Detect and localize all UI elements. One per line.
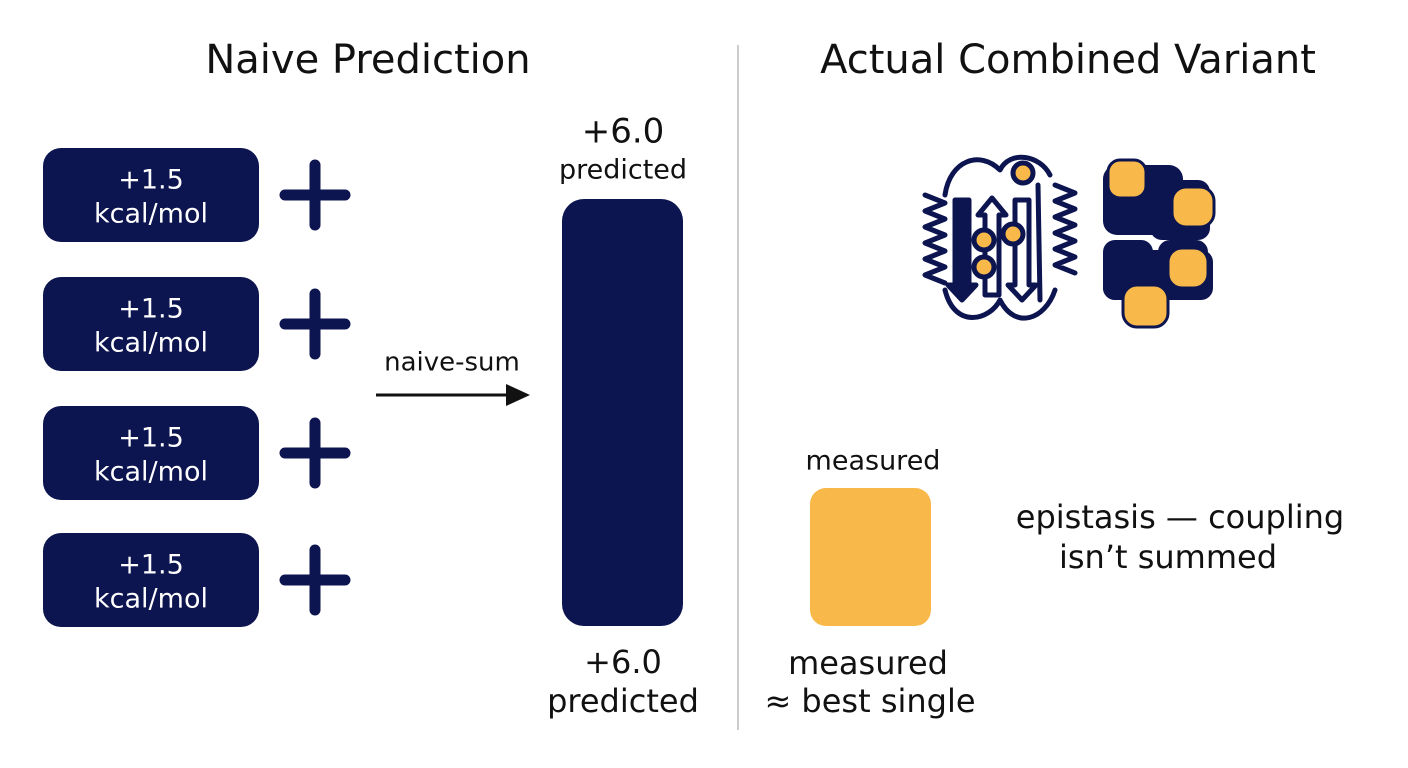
bottom-caption: predicted [547,682,699,720]
right-title: Actual Combined Variant [820,37,1316,83]
bottom-value: +6.0 [584,643,662,681]
plus-sign [279,288,351,360]
left-title: Naive Prediction [205,37,530,83]
term-unit: kcal/mol [94,584,208,615]
term-value: +1.5 [118,550,184,581]
note: isn’t summed [1059,538,1277,576]
plus-sign [279,417,351,489]
terms: +1.5kcal/mol+1.5kcal/mol+1.5kcal/mol+1.5… [43,148,351,627]
note: epistasis — coupling [1016,498,1344,536]
plus-sign [279,159,351,231]
term-box [43,277,259,371]
protein-blocks [1103,158,1216,329]
term-unit: kcal/mol [94,457,208,488]
arrow-label: naive-sum [384,348,520,378]
measured-caption: measured [788,644,948,682]
term-box [43,148,259,242]
arrow [376,384,530,406]
term-value: +1.5 [118,294,184,325]
measured-top: measured [806,446,941,477]
measured-caption: ≈ best single [764,682,975,720]
term-unit: kcal/mol [94,328,208,359]
top-value: +6.0 [582,112,665,152]
plus-sign [279,544,351,616]
term-value: +1.5 [118,423,184,454]
term-box [43,406,259,500]
protein-illustration [922,154,1078,321]
term-box [43,533,259,627]
top-caption: predicted [559,155,687,186]
term-unit: kcal/mol [94,199,208,230]
predicted-bar [562,199,683,626]
term-value: +1.5 [118,165,184,196]
measured-box [810,488,931,626]
